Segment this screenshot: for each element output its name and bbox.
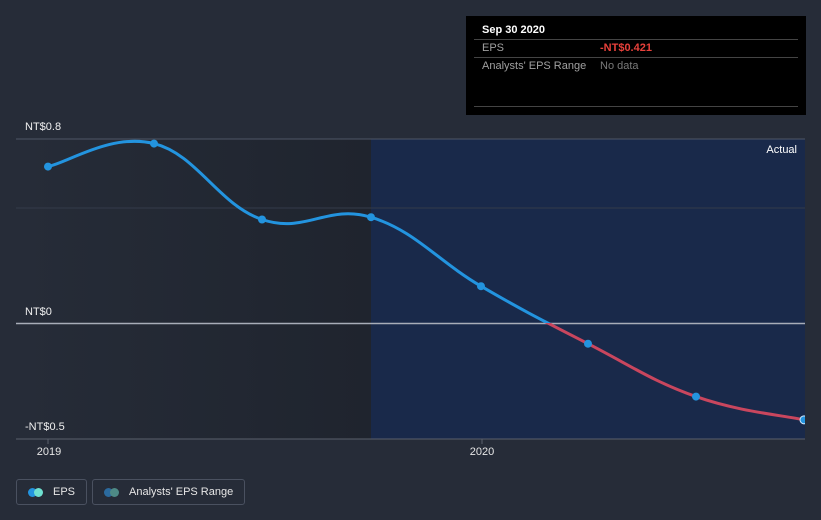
y-tick-label: -NT$0.5 [25,421,65,433]
data-point[interactable] [150,139,158,148]
data-point[interactable] [44,162,52,171]
tooltip-row-range: Analysts' EPS Range No data [474,57,798,75]
data-point[interactable] [692,392,700,401]
legend: EPS Analysts' EPS Range [16,479,246,505]
legend-dots-icon [104,487,120,497]
tooltip-key: Analysts' EPS Range [482,60,587,72]
tooltip-date: Sep 30 2020 [482,24,545,36]
legend-item-eps[interactable]: EPS [16,479,88,505]
data-point[interactable] [367,213,375,222]
data-point[interactable] [258,215,266,224]
actual-region [371,139,805,439]
legend-label: Analysts' EPS Range [129,486,234,498]
x-tick-label: 2019 [36,446,62,458]
eps-line [47,139,551,323]
y-tick-label: NT$0 [25,306,52,318]
tooltip-key: EPS [482,42,505,54]
actual-region-label: Actual [766,144,797,156]
data-point[interactable] [477,282,485,291]
legend-item-analysts-range[interactable]: Analysts' EPS Range [92,479,246,505]
plot-edge [805,130,821,450]
legend-dots-icon [28,487,44,497]
tooltip-value: No data [600,60,639,72]
past-region [16,139,371,439]
eps-line [544,323,805,422]
tooltip-row-eps: EPS -NT$0.421 [474,39,798,57]
y-tick-label: NT$0.8 [25,121,62,133]
data-point[interactable] [584,339,592,348]
x-tick-label: 2020 [469,446,495,458]
tooltip-divider [474,106,798,107]
legend-label: EPS [53,486,76,498]
tooltip: Sep 30 2020 EPS -NT$0.421 Analysts' EPS … [466,16,806,115]
tooltip-value: -NT$0.421 [600,42,652,54]
